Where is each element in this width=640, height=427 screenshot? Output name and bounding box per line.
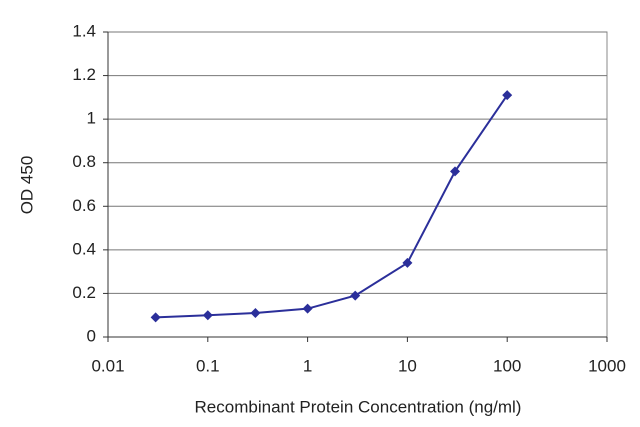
y-tick-label: 1.4 xyxy=(72,21,96,40)
marker xyxy=(150,312,161,323)
x-tick-label: 1000 xyxy=(588,356,626,375)
marker xyxy=(450,166,461,177)
marker xyxy=(302,303,313,314)
y-tick-label: 1 xyxy=(87,109,96,128)
line xyxy=(155,94,509,319)
x-tick-label: 1 xyxy=(303,356,312,375)
marker xyxy=(350,290,361,301)
x-tick-label: 100 xyxy=(493,356,521,375)
y-tick-label: 0.6 xyxy=(72,196,96,215)
y-axis-label: OD 450 xyxy=(17,156,36,215)
marker xyxy=(402,257,413,268)
marker xyxy=(250,308,261,319)
y-tick-label: 0 xyxy=(87,326,96,345)
y-tick-label: 0.2 xyxy=(72,283,96,302)
marker xyxy=(502,90,513,101)
x-tick-label: 0.01 xyxy=(91,356,124,375)
plot-area xyxy=(107,31,608,338)
x-tick-label: 10 xyxy=(398,356,417,375)
y-tick-label: 0.8 xyxy=(72,152,96,171)
x-axis-label: Recombinant Protein Concentration (ng/ml… xyxy=(195,397,522,416)
marker xyxy=(202,310,213,321)
y-tick-label: 0.4 xyxy=(72,239,96,258)
x-tick-label: 0.1 xyxy=(196,356,220,375)
y-tick-label: 1.2 xyxy=(72,65,96,84)
